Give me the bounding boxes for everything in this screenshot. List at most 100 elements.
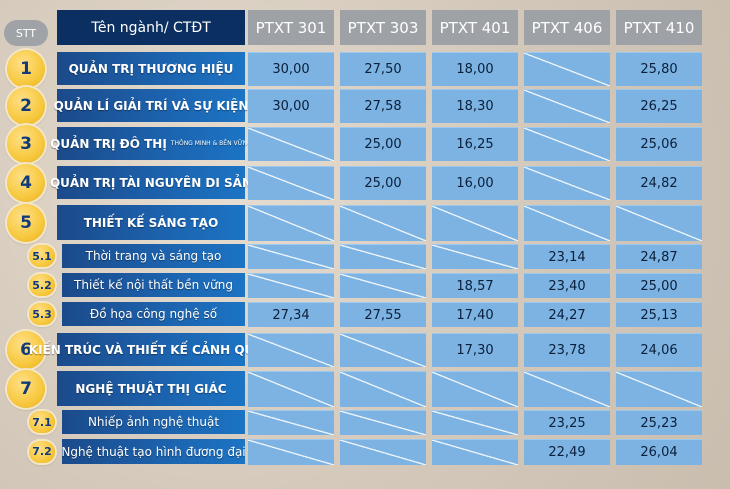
header-col-ptxt-410: PTXT 410: [616, 10, 702, 45]
header-col-ptxt-303: PTXT 303: [340, 10, 426, 45]
score-cell-empty: [340, 333, 426, 367]
header-col-ptxt-301: PTXT 301: [248, 10, 334, 45]
score-cell-empty: [524, 127, 610, 161]
row-number-badge: 4: [7, 163, 45, 202]
score-cell: 17,30: [432, 333, 518, 367]
score-cell: 18,30: [432, 89, 518, 123]
score-cell-empty: [616, 371, 702, 407]
score-cell: 25,06: [616, 127, 702, 161]
score-cell: 25,00: [616, 273, 702, 298]
program-name: Thiết kế nội thất bền vững: [62, 273, 245, 297]
score-cell: 23,14: [524, 244, 610, 269]
program-name-text: Nghệ thuật tạo hình đương đại: [61, 444, 246, 459]
score-cell-empty: [340, 439, 426, 465]
score-cell: 30,00: [248, 89, 334, 123]
row-number-badge: 5.1: [29, 245, 55, 267]
program-name: Nghệ thuật tạo hình đương đại: [61, 439, 246, 464]
program-name-text: QUẢN TRỊ THƯƠNG HIỆU: [68, 61, 234, 76]
program-name: QUẢN TRỊ THƯƠNG HIỆU: [57, 52, 245, 85]
program-name-text: Thiết kế nội thất bền vững: [74, 278, 233, 292]
score-cell-empty: [340, 205, 426, 241]
score-cell-empty: [432, 205, 518, 241]
score-cell-empty: [524, 52, 610, 86]
program-name-text: NGHỆ THUẬT THỊ GIÁC: [75, 381, 227, 396]
score-cell: 27,34: [248, 302, 334, 327]
score-cell: 18,00: [432, 52, 518, 86]
program-name: QUẢN TRỊ TÀI NGUYÊN DI SẢN: [50, 166, 252, 199]
program-name-text: QUẢN TRỊ ĐÔ THỊ: [50, 136, 167, 151]
header-program-name: Tên ngành/ CTĐT: [57, 10, 245, 45]
score-cell-empty: [432, 439, 518, 465]
program-name: Đồ họa công nghệ số: [62, 302, 245, 326]
row-number-badge: 5: [7, 203, 45, 242]
score-cell-empty: [248, 127, 334, 161]
score-cell: 25,00: [340, 127, 426, 161]
program-name: QUẢN LÍ GIẢI TRÍ VÀ SỰ KIỆN: [54, 89, 248, 122]
program-name-text: THIẾT KẾ SÁNG TẠO: [83, 215, 219, 230]
score-cell-empty: [248, 273, 334, 298]
row-number-badge: 7.1: [29, 411, 55, 433]
score-cell-empty: [340, 273, 426, 298]
score-cell: 25,80: [616, 52, 702, 86]
program-name-text: KIẾN TRÚC VÀ THIẾT KẾ CẢNH QUAN: [28, 342, 274, 357]
score-cell: 25,23: [616, 410, 702, 435]
score-cell-empty: [248, 371, 334, 407]
score-cell: 16,25: [432, 127, 518, 161]
score-cell-empty: [524, 371, 610, 407]
row-number-badge: 7.2: [29, 440, 55, 463]
program-name: NGHỆ THUẬT THỊ GIÁC: [57, 371, 245, 406]
score-cell-empty: [524, 205, 610, 241]
header-col-ptxt-401: PTXT 401: [432, 10, 518, 45]
score-cell-empty: [524, 89, 610, 123]
score-cell-empty: [432, 410, 518, 435]
score-cell-empty: [340, 410, 426, 435]
row-number-badge: 3: [7, 124, 45, 163]
program-name-text: QUẢN TRỊ TÀI NGUYÊN DI SẢN: [49, 175, 253, 190]
score-cell: 18,57: [432, 273, 518, 298]
row-number-badge: 1: [7, 49, 45, 88]
score-cell: 16,00: [432, 166, 518, 200]
score-cell: 26,25: [616, 89, 702, 123]
program-name-text: Đồ họa công nghệ số: [89, 307, 218, 321]
score-cell-empty: [340, 244, 426, 269]
score-cell-empty: [432, 244, 518, 269]
score-cell: 23,25: [524, 410, 610, 435]
score-cell: 24,06: [616, 333, 702, 367]
program-name-note: THÔNG MINH & BỀN VỮNG: [170, 140, 252, 147]
score-cell-empty: [524, 166, 610, 200]
program-name-text: QUẢN LÍ GIẢI TRÍ VÀ SỰ KIỆN: [53, 98, 249, 113]
score-cell: 27,50: [340, 52, 426, 86]
score-cell-empty: [340, 371, 426, 407]
score-cell: 23,40: [524, 273, 610, 298]
score-cell-empty: [248, 333, 334, 367]
score-cell: 30,00: [248, 52, 334, 86]
score-cell: 27,58: [340, 89, 426, 123]
program-name: THIẾT KẾ SÁNG TẠO: [57, 205, 245, 240]
program-name-text: Thời trang và sáng tạo: [85, 249, 222, 263]
score-cell: 24,87: [616, 244, 702, 269]
header-stt: STT: [4, 20, 48, 46]
score-cell: 17,40: [432, 302, 518, 327]
program-name: Thời trang và sáng tạo: [62, 244, 245, 268]
program-name: QUẢN TRỊ ĐÔ THỊ THÔNG MINH & BỀN VỮNG: [50, 127, 252, 160]
row-number-badge: 5.2: [29, 274, 55, 296]
score-cell: 25,00: [340, 166, 426, 200]
program-name: KIẾN TRÚC VÀ THIẾT KẾ CẢNH QUAN: [29, 333, 273, 366]
row-number-badge: 2: [7, 86, 45, 125]
score-cell: 23,78: [524, 333, 610, 367]
row-number-badge: 5.3: [29, 303, 55, 325]
score-cell-empty: [248, 205, 334, 241]
score-cell-empty: [248, 439, 334, 465]
row-number-badge: 6: [7, 330, 45, 369]
score-cell: 22,49: [524, 439, 610, 465]
score-cell: 24,27: [524, 302, 610, 327]
program-name-text: Nhiếp ảnh nghệ thuật: [87, 415, 220, 429]
program-name: Nhiếp ảnh nghệ thuật: [62, 410, 245, 434]
score-cell: 26,04: [616, 439, 702, 465]
score-cell: 25,13: [616, 302, 702, 327]
score-cell-empty: [248, 244, 334, 269]
score-cell-empty: [432, 371, 518, 407]
score-cell: 24,82: [616, 166, 702, 200]
score-cell-empty: [248, 166, 334, 200]
score-cell-empty: [248, 410, 334, 435]
